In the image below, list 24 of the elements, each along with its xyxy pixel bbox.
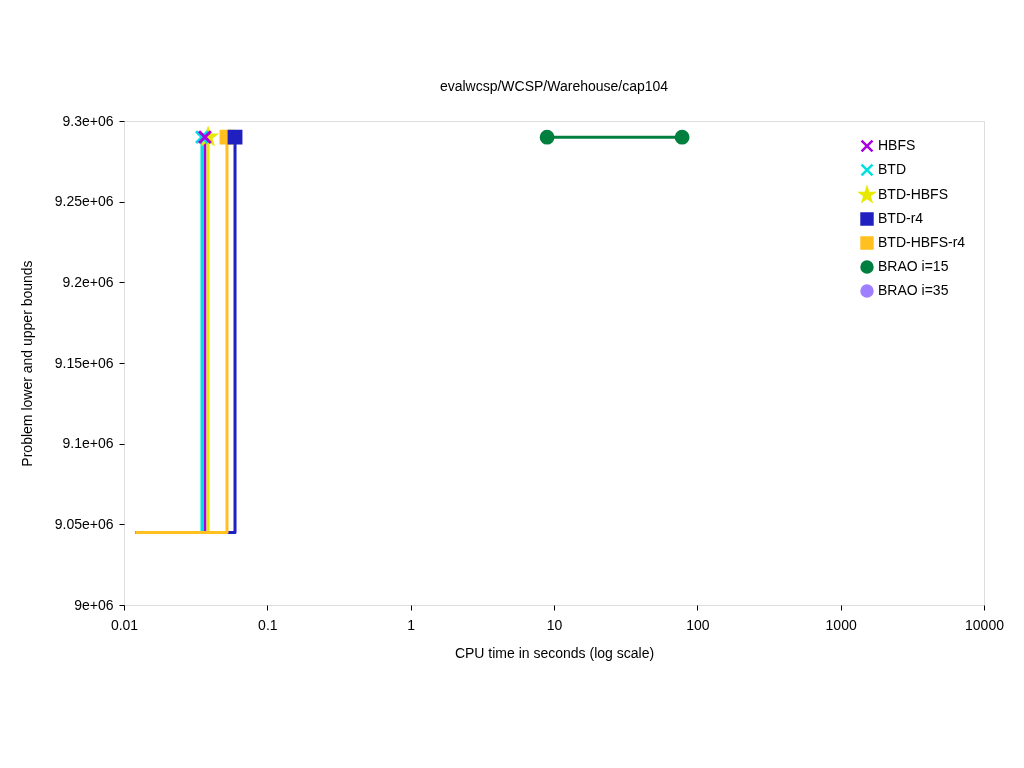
x-tick-label: 100	[686, 616, 710, 633]
x-axis-title: CPU time in seconds (log scale)	[454, 644, 655, 661]
x-tick-label: 10000	[965, 616, 1005, 633]
legend-label: BTD	[878, 161, 906, 177]
y-tick-label: 9e+06	[74, 596, 114, 613]
legend-label: BTD-HBFS	[878, 186, 948, 202]
x-tick-label: 10	[546, 616, 563, 633]
legend-label: BTD-r4	[878, 210, 924, 226]
chart-title: evalwcsp/WCSP/Warehouse/cap104	[439, 78, 669, 94]
x-tick-label: 1000	[825, 616, 857, 633]
y-tick-label: 9.2e+06	[62, 273, 114, 290]
x-tick-label: 0.01	[110, 616, 139, 633]
y-tick-label: 9.05e+06	[54, 515, 114, 532]
y-tick-label: 9.15e+06	[54, 354, 114, 371]
legend-label: BRAO i=35	[878, 282, 949, 298]
y-tick-label: 9.25e+06	[54, 193, 114, 210]
y-axis-title: Problem lower and upper bounds	[18, 260, 35, 467]
x-tick-label: 1	[407, 616, 416, 633]
y-tick-label: 9.1e+06	[62, 435, 114, 452]
legend-label: BRAO i=15	[878, 258, 949, 274]
legend-label: HBFS	[878, 137, 916, 153]
y-tick-label: 9.3e+06	[62, 112, 114, 129]
legend-label: BTD-HBFS-r4	[878, 234, 966, 250]
x-tick-label: 0.1	[258, 616, 278, 633]
